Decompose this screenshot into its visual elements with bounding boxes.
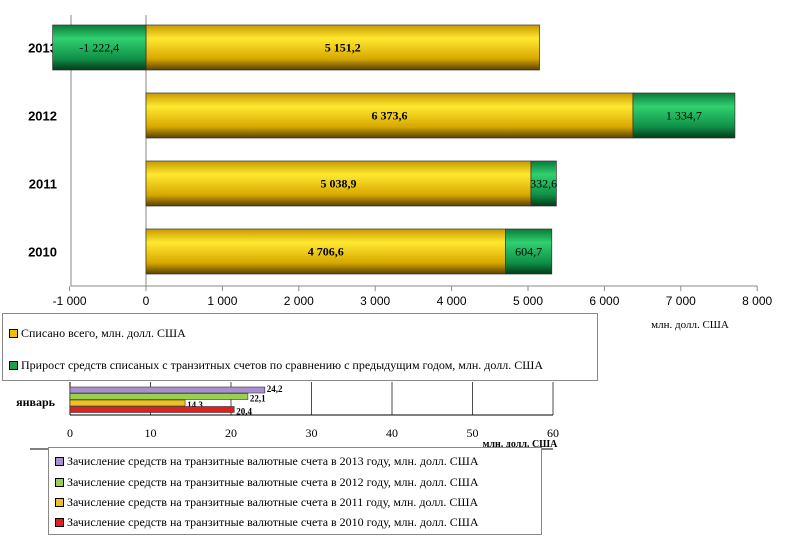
bar-growth [505,228,553,275]
legend-swatch [55,498,64,507]
y-category-label: 2010 [28,245,57,260]
legend-label: Прирост средств списаных с транзитных сч… [21,358,543,372]
bar-label: 6 373,6 [371,109,407,123]
x-tick-label: 0 [67,426,73,440]
legend-item-2011: Зачисление средств на транзитные валютны… [55,495,478,510]
x-axis-label: млн. долл. США [483,439,559,450]
bar-label: -1 222,4 [79,41,119,55]
legend-item-growth: Прирост средств списаных с транзитных сч… [9,358,543,373]
legend-label: Зачисление средств на транзитные валютны… [67,495,479,509]
bar-label: 24,2 [267,384,283,394]
x-tick-label: 1 000 [207,294,237,308]
bar-2011 [69,399,186,407]
bar-label: 22,1 [250,394,266,404]
legend-swatch [9,361,18,370]
legend-item-2012: Зачисление средств на транзитные валютны… [55,475,479,490]
y-category-label: январь [16,395,56,409]
bar-label: 4 706,6 [308,245,344,259]
bar-label: 604,7 [515,245,542,259]
x-tick-label: 50 [467,426,479,440]
bar-2013 [69,386,266,394]
legend-bottom: Зачисление средств на транзитные валютны… [48,447,542,535]
legend-swatch [55,478,64,487]
bar-label: 5 151,2 [325,41,361,55]
legend-item-2010: Зачисление средств на транзитные валютны… [55,515,479,530]
y-category-label: 2013 [28,41,57,56]
bar-2012 [69,393,249,400]
legend-item-written-off: Списано всего, млн. долл. США [9,326,186,341]
bar-growth [632,92,736,139]
bar-written-off [145,24,540,71]
bar-growth [530,160,557,207]
legend-swatch [55,457,64,466]
bar-label: 332,6 [530,177,557,191]
x-tick-label: 20 [225,426,237,440]
legend-label: Зачисление средств на транзитные валютны… [67,454,479,468]
y-category-label: 2012 [28,109,57,124]
x-axis-label: млн. долл. США [651,319,729,331]
legend-top: Списано всего, млн. долл. США Прирост ср… [2,313,598,381]
bar-label: 1 334,7 [666,109,702,123]
legend-item-2013: Зачисление средств на транзитные валютны… [55,454,479,469]
bar-2010 [69,406,235,413]
bar-written-off [145,160,532,207]
x-tick-label: -1 000 [53,294,87,308]
legend-swatch [55,518,64,527]
x-tick-label: 4 000 [437,294,467,308]
legend-label: Зачисление средств на транзитные валютны… [67,475,479,489]
x-tick-label: 30 [306,426,318,440]
x-tick-label: 7 000 [666,294,696,308]
bar-label: 20,4 [236,407,252,417]
bar-growth [52,24,147,71]
y-category-label: 2011 [29,177,57,192]
x-tick-label: 0 [143,294,150,308]
bar-label: 5 038,9 [320,177,356,191]
x-tick-label: 10 [145,426,157,440]
x-tick-label: 6 000 [589,294,619,308]
legend-label: Зачисление средств на транзитные валютны… [67,515,479,529]
bar-label: 14,3 [187,400,203,410]
x-tick-label: 40 [386,426,398,440]
legend-label: Списано всего, млн. долл. США [21,326,186,340]
x-tick-label: 8 000 [742,294,772,308]
bar-written-off [145,92,634,139]
x-tick-label: 2 000 [284,294,314,308]
x-tick-label: 3 000 [360,294,390,308]
legend-swatch [9,329,18,338]
x-tick-label: 5 000 [513,294,543,308]
x-tick-label: 60 [547,426,559,440]
bar-written-off [145,228,506,275]
